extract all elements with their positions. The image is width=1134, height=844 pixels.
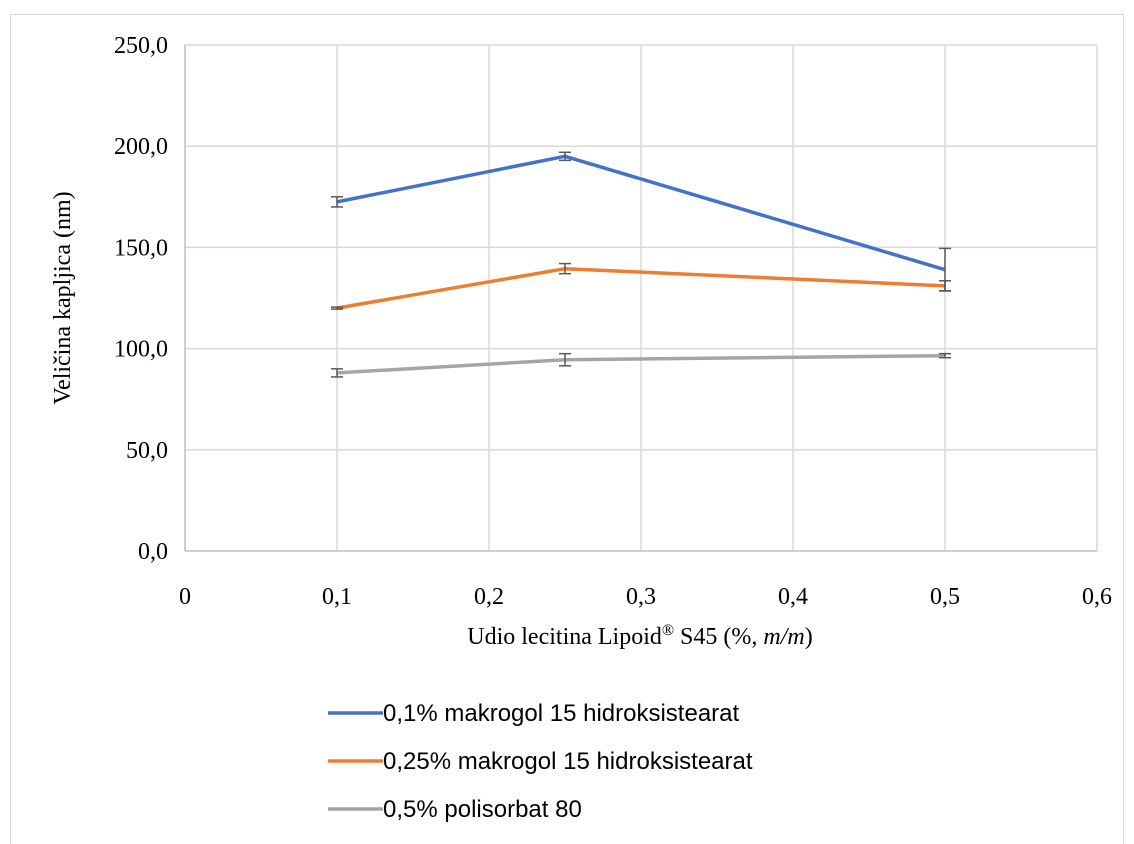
legend-label: 0,1% makrogol 15 hidroksistearat — [383, 700, 740, 727]
x-tick-label: 0,1 — [322, 584, 352, 610]
x-tick-label: 0,5 — [930, 584, 960, 610]
x-tick-label: 0,3 — [626, 584, 656, 610]
series-group — [331, 151, 951, 378]
y-axis-title: Veličina kapljica (nm) — [50, 191, 76, 404]
legend-label: 0,25% makrogol 15 hidroksistearat — [383, 748, 753, 775]
x-tick-label: 0,4 — [778, 584, 808, 610]
x-tick-label: 0 — [179, 584, 191, 610]
x-tick-label: 0,6 — [1082, 584, 1112, 610]
legend: 0,1% makrogol 15 hidroksistearat 0,25% ma… — [328, 700, 753, 823]
legend-label: 0,5% polisorbat 80 — [383, 796, 582, 823]
x-tick-labels: 0 0,1 0,2 0,3 0,4 0,5 0,6 — [179, 584, 1112, 610]
y-tick-labels: 0,0 50,0 100,0 150,0 200,0 250,0 — [114, 33, 168, 565]
x-axis-title: Udio lecitina Lipoid® S45 (%, m/m) — [467, 622, 812, 650]
y-tick-label: 100,0 — [114, 337, 168, 363]
gridlines — [185, 44, 1098, 551]
x-tick-label: 0,2 — [474, 584, 504, 610]
y-tick-label: 150,0 — [114, 235, 168, 261]
y-tick-label: 0,0 — [138, 539, 168, 565]
y-tick-label: 200,0 — [114, 134, 168, 160]
y-tick-label: 50,0 — [126, 438, 168, 464]
y-tick-label: 250,0 — [114, 33, 168, 59]
axes — [184, 45, 1097, 552]
